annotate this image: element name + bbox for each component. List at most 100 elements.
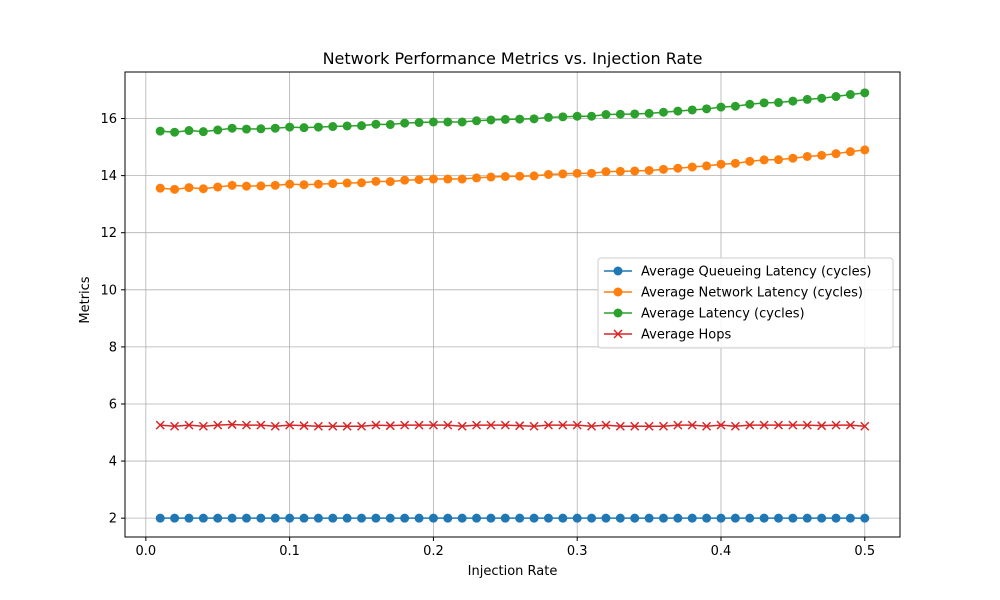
data-point — [313, 122, 323, 132]
data-point — [558, 112, 568, 122]
x-tick-label: 0.5 — [854, 544, 875, 559]
data-point — [673, 106, 683, 116]
x-marker-stroke — [285, 420, 295, 430]
x-marker-stroke — [613, 329, 623, 339]
data-point — [817, 421, 827, 431]
data-point — [745, 156, 755, 166]
legend: Average Queueing Latency (cycles) Average… — [597, 257, 894, 349]
legend-label: Average Hops — [641, 328, 731, 343]
data-point — [472, 116, 482, 126]
data-point — [313, 179, 323, 189]
x-marker-stroke — [687, 420, 697, 430]
data-point — [673, 513, 683, 523]
x-marker-stroke — [414, 420, 424, 430]
data-point — [356, 421, 367, 431]
series-layer — [155, 88, 870, 523]
data-point — [241, 181, 251, 191]
data-point — [601, 167, 611, 177]
data-point — [371, 119, 381, 129]
data-point — [299, 180, 309, 190]
data-point — [860, 513, 870, 523]
data-point — [443, 420, 453, 430]
data-point — [687, 513, 697, 523]
data-point — [472, 513, 482, 523]
data-point — [845, 90, 855, 100]
legend-entry: Average Hops — [604, 328, 731, 343]
plot-frame — [124, 71, 901, 538]
data-point — [170, 127, 180, 137]
data-point — [615, 513, 625, 523]
data-point — [860, 88, 870, 98]
data-point — [702, 161, 712, 171]
x-marker-stroke — [443, 420, 453, 430]
data-point — [644, 421, 654, 431]
data-point — [730, 101, 740, 111]
data-point — [745, 513, 755, 523]
x-marker-stroke — [802, 420, 812, 430]
data-point — [558, 169, 568, 179]
data-point — [644, 165, 654, 175]
data-point — [357, 513, 367, 523]
data-point — [457, 421, 467, 431]
x-marker-stroke — [472, 420, 482, 430]
data-point — [658, 107, 668, 117]
axis-ticks: 0.0 0.1 0.2 0.3 0.4 0.5 2 4 6 8 10 12 14 16 — [100, 112, 875, 559]
data-point — [558, 513, 568, 523]
data-point — [802, 94, 812, 104]
data-point — [198, 127, 208, 137]
data-point — [788, 420, 798, 430]
data-point — [543, 513, 553, 523]
data-point — [500, 114, 510, 124]
x-marker-stroke — [328, 421, 338, 431]
data-point — [414, 175, 424, 185]
data-point — [414, 513, 424, 523]
data-point — [184, 513, 194, 523]
x-marker-stroke — [788, 420, 798, 430]
data-point — [285, 513, 295, 523]
data-point — [299, 421, 309, 431]
x-marker-stroke — [615, 421, 625, 431]
data-point — [687, 105, 697, 115]
data-point — [831, 149, 841, 159]
y-tick-label: 16 — [100, 112, 117, 127]
data-point — [342, 513, 352, 523]
x-tick-label: 0.4 — [711, 544, 732, 559]
data-point — [529, 114, 539, 124]
data-point — [198, 184, 208, 194]
data-point — [730, 158, 740, 168]
data-point — [170, 513, 180, 523]
data-point — [745, 99, 755, 109]
data-point — [543, 112, 553, 122]
data-point — [414, 118, 424, 128]
x-marker-stroke — [601, 420, 611, 430]
x-marker-stroke — [198, 421, 208, 431]
data-point — [515, 513, 525, 523]
data-point — [256, 513, 266, 523]
data-point — [774, 155, 784, 165]
data-point — [256, 420, 266, 430]
x-marker-stroke — [313, 421, 323, 431]
series-line — [160, 423, 865, 427]
data-point — [500, 513, 510, 523]
data-point — [630, 109, 640, 119]
data-point — [385, 421, 395, 431]
data-point — [716, 102, 726, 112]
data-point — [543, 169, 553, 179]
x-marker-stroke — [241, 420, 252, 430]
x-marker-stroke — [371, 420, 381, 430]
data-point — [472, 173, 482, 183]
data-point — [443, 174, 453, 184]
data-point — [630, 421, 640, 431]
data-point — [572, 420, 582, 430]
x-marker-stroke — [745, 420, 755, 430]
data-point — [270, 123, 280, 133]
data-point — [687, 420, 697, 430]
data-point — [371, 176, 381, 186]
data-point — [213, 182, 223, 192]
data-point — [227, 180, 237, 190]
legend-marker — [613, 329, 623, 339]
data-point — [428, 117, 438, 127]
data-point — [543, 420, 553, 430]
data-point — [486, 513, 496, 523]
data-point — [443, 117, 453, 127]
